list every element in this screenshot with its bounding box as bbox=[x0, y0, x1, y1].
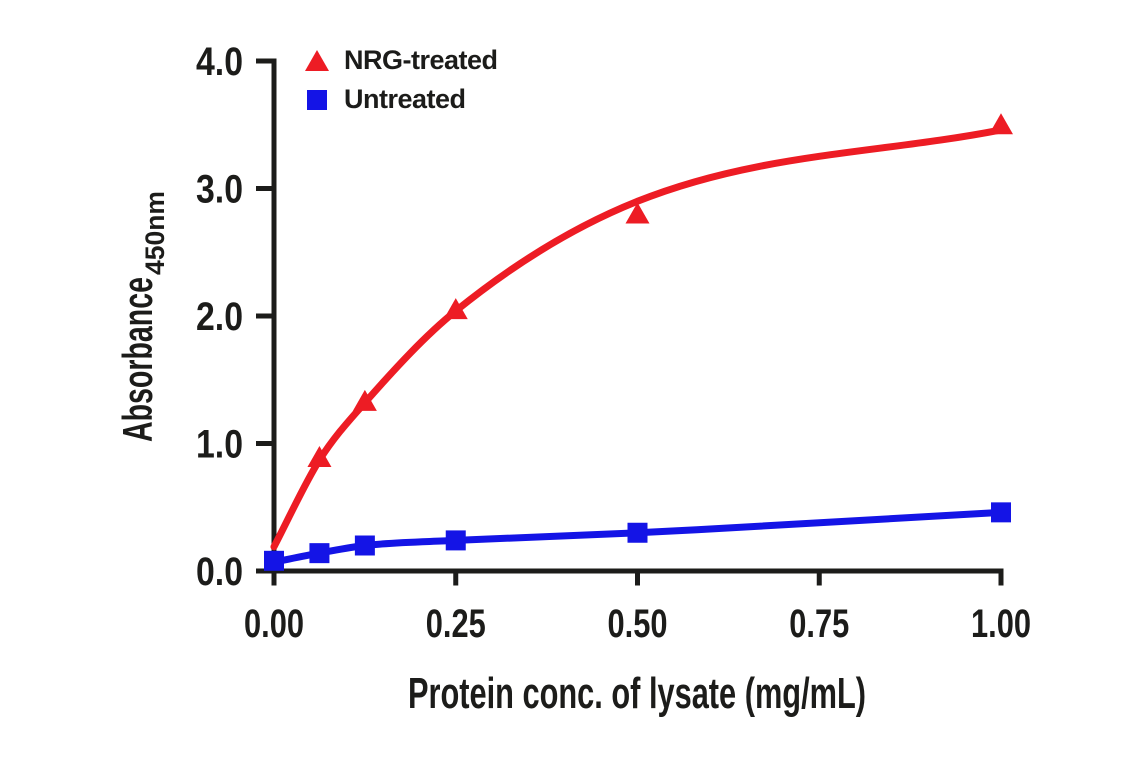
untreated-data-point bbox=[264, 550, 284, 571]
y-tick-label: 4.0 bbox=[196, 40, 243, 84]
x-axis-title: Protein conc. of lysate (mg/mL) bbox=[408, 669, 866, 718]
untreated-data-point bbox=[445, 530, 466, 551]
x-tick-label: 0.50 bbox=[608, 602, 668, 646]
legend-item-untreated: Untreated bbox=[305, 80, 498, 119]
x-tick-label: 0.00 bbox=[244, 602, 304, 646]
y-axis-title-main: Absorbance bbox=[114, 277, 161, 442]
nrg-treated-data-point bbox=[307, 446, 332, 468]
x-tick-label: 0.25 bbox=[426, 602, 486, 646]
untreated-data-point bbox=[354, 535, 375, 556]
legend: NRG-treated Untreated bbox=[305, 41, 498, 119]
y-tick-label: 2.0 bbox=[196, 295, 243, 339]
series-layer bbox=[264, 113, 1013, 571]
nrg-treated-data-point bbox=[352, 389, 377, 411]
y-axis-title-subscript: 450nm bbox=[140, 191, 170, 275]
legend-item-nrg-treated: NRG-treated bbox=[305, 41, 498, 80]
y-tick-label: 0.0 bbox=[196, 550, 243, 594]
y-axis-title: Absorbance450nm bbox=[114, 191, 170, 442]
untreated-data-point bbox=[991, 502, 1011, 523]
y-tick-label: 1.0 bbox=[196, 423, 243, 467]
legend-label-untreated: Untreated bbox=[344, 84, 466, 114]
nrg-treated-data-point bbox=[443, 298, 468, 320]
nrg-treated-curve bbox=[270, 126, 1005, 551]
axes-layer: 0.0 1.0 2.0 3.0 4.0 0.00 0.25 0.50 0.75 1.00 bbox=[196, 40, 1031, 646]
x-tick-label: 1.00 bbox=[971, 602, 1031, 646]
nrg-treated-data-point bbox=[625, 202, 650, 224]
legend-label-nrg-treated: NRG-treated bbox=[344, 45, 498, 75]
x-tick-label: 0.75 bbox=[789, 602, 849, 646]
y-tick-label: 3.0 bbox=[196, 168, 243, 212]
triangle-marker-icon bbox=[305, 50, 329, 71]
untreated-data-point bbox=[309, 543, 330, 564]
square-marker-icon bbox=[307, 89, 327, 110]
untreated-data-point bbox=[627, 522, 648, 543]
nrg-treated-data-point bbox=[989, 113, 1013, 135]
